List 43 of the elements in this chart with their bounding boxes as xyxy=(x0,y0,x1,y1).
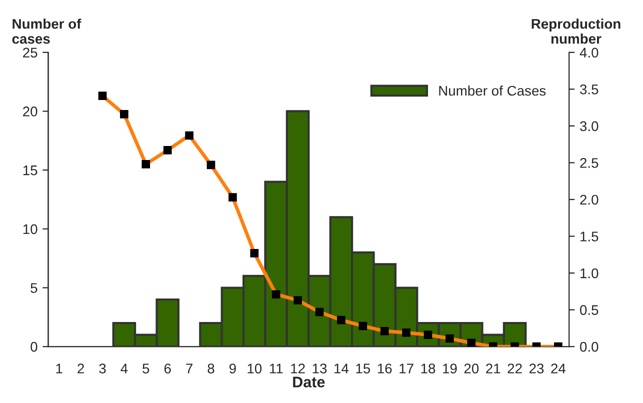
y2-tick-label: 0.5 xyxy=(580,305,598,315)
y-tick-label: 15 xyxy=(23,166,38,176)
x-tick-label: 24 xyxy=(551,364,566,374)
x-tick-label: 21 xyxy=(486,364,500,374)
y2-tick-label: 2.0 xyxy=(580,194,598,205)
x-tick-label: 4 xyxy=(120,364,128,374)
x-tick-label: 18 xyxy=(421,364,436,374)
y2-tick-label: 3.0 xyxy=(580,121,598,132)
x-tick-label: 11 xyxy=(270,364,283,374)
x-tick-label: 20 xyxy=(464,364,479,374)
x-tick-label: 7 xyxy=(186,364,192,374)
y-tick-label: 5 xyxy=(30,283,38,293)
x-tick-label: 23 xyxy=(529,364,544,374)
y2-tick-label: 1.5 xyxy=(580,232,598,242)
y2-tick-label: 4.0 xyxy=(580,48,598,58)
x-tick-label: 10 xyxy=(248,364,262,374)
x-tick-label: 2 xyxy=(78,364,84,374)
y2-axis-title: Reproduction number xyxy=(532,18,620,44)
x-tick-label: 6 xyxy=(164,364,171,374)
x-tick-label: 22 xyxy=(508,364,522,374)
y-tick-label: 25 xyxy=(23,48,38,58)
x-axis-title: Date xyxy=(293,376,325,388)
y2-tick-label: 3.5 xyxy=(580,84,598,94)
x-tick-label: 15 xyxy=(356,364,370,374)
y-axis-title: Number of cases xyxy=(12,18,82,44)
x-tick-label: 3 xyxy=(99,364,106,374)
x-tick-label: 5 xyxy=(142,364,150,374)
y2-tick-label: 0.0 xyxy=(580,342,598,352)
x-tick-label: 8 xyxy=(208,364,214,374)
legend-label: Number of Cases xyxy=(439,85,546,96)
x-tick-label: 19 xyxy=(443,364,457,374)
y2-tick-label: 2.5 xyxy=(580,158,598,168)
x-tick-label: 9 xyxy=(229,364,236,374)
y-tick-label: 10 xyxy=(23,224,38,234)
x-tick-label: 16 xyxy=(378,364,392,374)
x-tick-label: 12 xyxy=(291,364,305,374)
y-tick-label: 0 xyxy=(30,342,38,352)
y2-tick-label: 1.0 xyxy=(580,268,598,278)
y-tick-label: 20 xyxy=(23,106,38,116)
x-tick-label: 1 xyxy=(56,364,62,374)
x-tick-label: 14 xyxy=(334,364,349,374)
x-tick-label: 17 xyxy=(400,364,414,374)
x-tick-label: 13 xyxy=(312,364,327,374)
